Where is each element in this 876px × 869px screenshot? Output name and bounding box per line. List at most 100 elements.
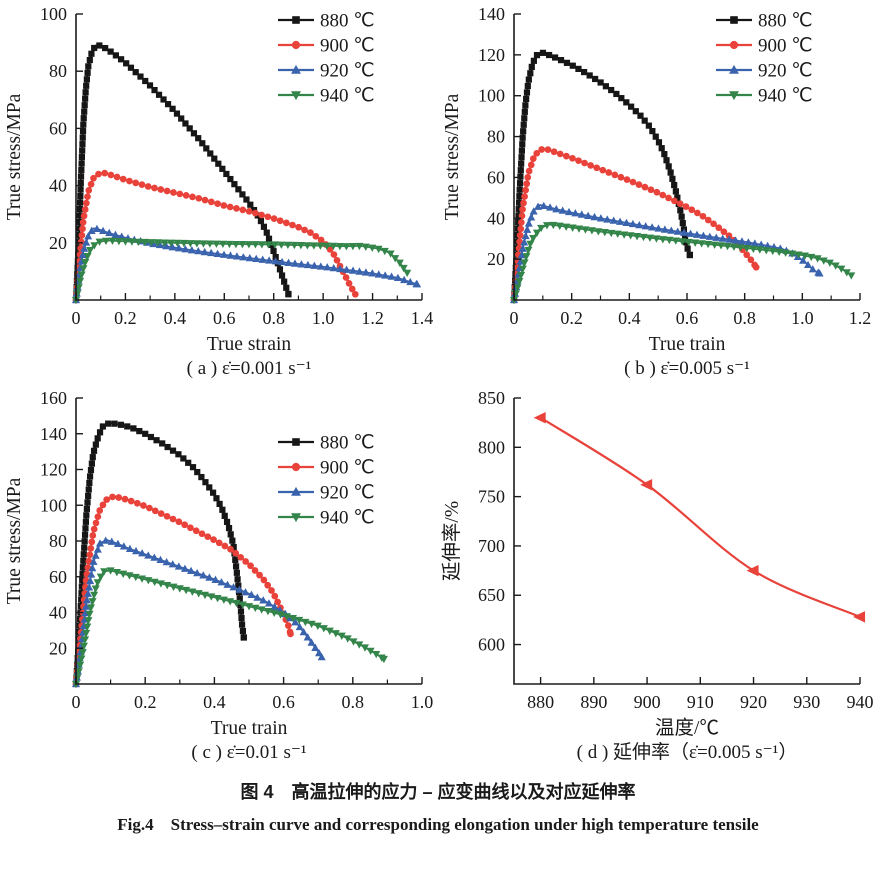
series-940℃: [509, 221, 856, 305]
svg-text:True stress/MPa: True stress/MPa: [4, 93, 25, 220]
svg-text:40: 40: [49, 603, 67, 623]
svg-text:920 ℃: 920 ℃: [758, 61, 813, 82]
panel-caption-c: ( c ) ε̇=0.01 s⁻¹: [191, 742, 307, 763]
panel-d: 880 890 900 910 920 930 940 600 650 700 750 800 850 温…: [438, 384, 876, 768]
svg-text:0.2: 0.2: [560, 308, 583, 328]
svg-text:80: 80: [49, 531, 67, 551]
svg-text:20: 20: [49, 638, 67, 658]
svg-text:80: 80: [49, 61, 67, 81]
svg-text:0.2: 0.2: [114, 308, 137, 328]
svg-text:60: 60: [49, 567, 67, 587]
svg-text:0.6: 0.6: [213, 308, 236, 328]
svg-text:0.4: 0.4: [164, 308, 187, 328]
series-920℃: [509, 201, 824, 304]
svg-text:890: 890: [580, 692, 607, 712]
svg-text:60: 60: [49, 118, 67, 138]
svg-text:1.4: 1.4: [411, 308, 434, 328]
svg-text:0.2: 0.2: [134, 692, 157, 712]
svg-text:0.8: 0.8: [733, 308, 756, 328]
svg-text:100: 100: [478, 86, 505, 106]
series-880℃: [72, 42, 292, 304]
svg-text:True strain: True strain: [207, 334, 292, 355]
svg-text:100: 100: [40, 495, 67, 515]
series-920℃: [71, 224, 422, 304]
panel-b: 0 0.2 0.4 0.6 0.8 1.0 1.2 20 40 60 80 100 120 140 True…: [438, 0, 876, 384]
svg-text:延伸率/%: 延伸率/%: [441, 501, 463, 581]
panel-c: 0 0.2 0.4 0.6 0.8 1.0 20 40 60 80 100 120 140 160 True…: [0, 384, 438, 768]
svg-text:100: 100: [40, 4, 67, 24]
svg-text:850: 850: [478, 388, 505, 408]
svg-text:750: 750: [478, 487, 505, 507]
svg-text:900 ℃: 900 ℃: [320, 458, 375, 479]
svg-text:120: 120: [40, 460, 67, 480]
plot-c: 0 0.2 0.4 0.6 0.8 1.0 20 40 60 80 100 120 140 160 True…: [4, 388, 433, 739]
legend: 880 ℃ 900 ℃ 920 ℃ 940 ℃: [278, 11, 375, 107]
svg-text:0.6: 0.6: [272, 692, 295, 712]
svg-text:40: 40: [49, 176, 67, 196]
svg-text:880: 880: [527, 692, 554, 712]
figure-caption-english: Fig.4 Stress–strain curve and correspond…: [117, 815, 759, 834]
svg-text:20: 20: [487, 249, 505, 269]
svg-text:920 ℃: 920 ℃: [320, 61, 375, 82]
svg-text:920: 920: [740, 692, 767, 712]
panel-caption-d: ( d ) 延伸率（ε̇=0.005 s⁻¹）: [576, 742, 798, 763]
series-900℃: [72, 493, 294, 688]
svg-text:940 ℃: 940 ℃: [758, 86, 813, 107]
svg-text:800: 800: [478, 437, 505, 457]
svg-text:910: 910: [687, 692, 714, 712]
svg-text:0.4: 0.4: [203, 692, 226, 712]
svg-text:0: 0: [510, 308, 519, 328]
svg-text:920 ℃: 920 ℃: [320, 483, 375, 504]
plot-d: 880 890 900 910 920 930 940 600 650 700 750 800 850 温…: [441, 388, 874, 739]
svg-text:650: 650: [478, 585, 505, 605]
chart-c-stress-strain-0.01: 0 0.2 0.4 0.6 0.8 1.0 20 40 60 80 100 120 140 160 True…: [4, 388, 433, 739]
series-延伸率: [533, 411, 866, 623]
svg-text:60: 60: [487, 167, 505, 187]
chart-a-stress-strain-0.001: 0 0.2 0.4 0.6 0.8 1.0 1.2 1.4 20 40 60 80 100 True st…: [4, 4, 433, 355]
svg-text:0.6: 0.6: [676, 308, 699, 328]
svg-text:940: 940: [847, 692, 874, 712]
svg-text:600: 600: [478, 635, 505, 655]
plot-b: 0 0.2 0.4 0.6 0.8 1.0 1.2 20 40 60 80 100 120 140 True…: [442, 4, 871, 355]
legend: 880 ℃ 900 ℃ 920 ℃ 940 ℃: [716, 11, 813, 107]
panel-a: 0 0.2 0.4 0.6 0.8 1.0 1.2 1.4 20 40 60 80 100 True st…: [0, 0, 438, 384]
series-880℃: [510, 49, 693, 304]
svg-text:880 ℃: 880 ℃: [320, 11, 375, 32]
svg-text:940 ℃: 940 ℃: [320, 86, 375, 107]
svg-text:880 ℃: 880 ℃: [758, 11, 813, 32]
svg-text:140: 140: [478, 4, 505, 24]
svg-text:160: 160: [40, 388, 67, 408]
chart-b-stress-strain-0.005: 0 0.2 0.4 0.6 0.8 1.0 1.2 20 40 60 80 100 120 140 True…: [442, 4, 871, 355]
svg-text:1.0: 1.0: [312, 308, 335, 328]
svg-text:900: 900: [634, 692, 661, 712]
svg-text:True stress/MPa: True stress/MPa: [4, 477, 25, 604]
svg-text:930: 930: [793, 692, 820, 712]
svg-text:1.0: 1.0: [791, 308, 814, 328]
svg-text:0.4: 0.4: [618, 308, 641, 328]
series-880℃: [72, 420, 247, 688]
svg-text:940 ℃: 940 ℃: [320, 508, 375, 529]
svg-text:0: 0: [72, 692, 81, 712]
svg-text:True train: True train: [649, 334, 726, 355]
svg-text:0: 0: [72, 308, 81, 328]
svg-text:700: 700: [478, 536, 505, 556]
series-940℃: [71, 567, 388, 689]
svg-text:140: 140: [40, 424, 67, 444]
svg-text:20: 20: [49, 233, 67, 253]
svg-text:80: 80: [487, 127, 505, 147]
panel-caption-a: ( a ) ε̇=0.001 s⁻¹: [186, 358, 312, 379]
panel-grid: 0 0.2 0.4 0.6 0.8 1.0 1.2 1.4 20 40 60 80 100 True st…: [0, 0, 876, 768]
svg-text:1.2: 1.2: [361, 308, 384, 328]
svg-text:0.8: 0.8: [342, 692, 365, 712]
svg-text:True stress/MPa: True stress/MPa: [442, 93, 463, 220]
svg-text:1.2: 1.2: [849, 308, 872, 328]
series-940℃: [71, 237, 412, 305]
svg-text:120: 120: [478, 45, 505, 65]
series-920℃: [71, 536, 326, 688]
panel-caption-b: ( b ) ε̇=0.005 s⁻¹: [624, 358, 750, 379]
plot-a: 0 0.2 0.4 0.6 0.8 1.0 1.2 1.4 20 40 60 80 100 True st…: [4, 4, 433, 355]
svg-text:温度/℃: 温度/℃: [655, 717, 719, 739]
figure-caption-chinese: 图 4 高温拉伸的应力 – 应变曲线以及对应延伸率: [240, 782, 636, 802]
svg-text:900 ℃: 900 ℃: [320, 36, 375, 57]
